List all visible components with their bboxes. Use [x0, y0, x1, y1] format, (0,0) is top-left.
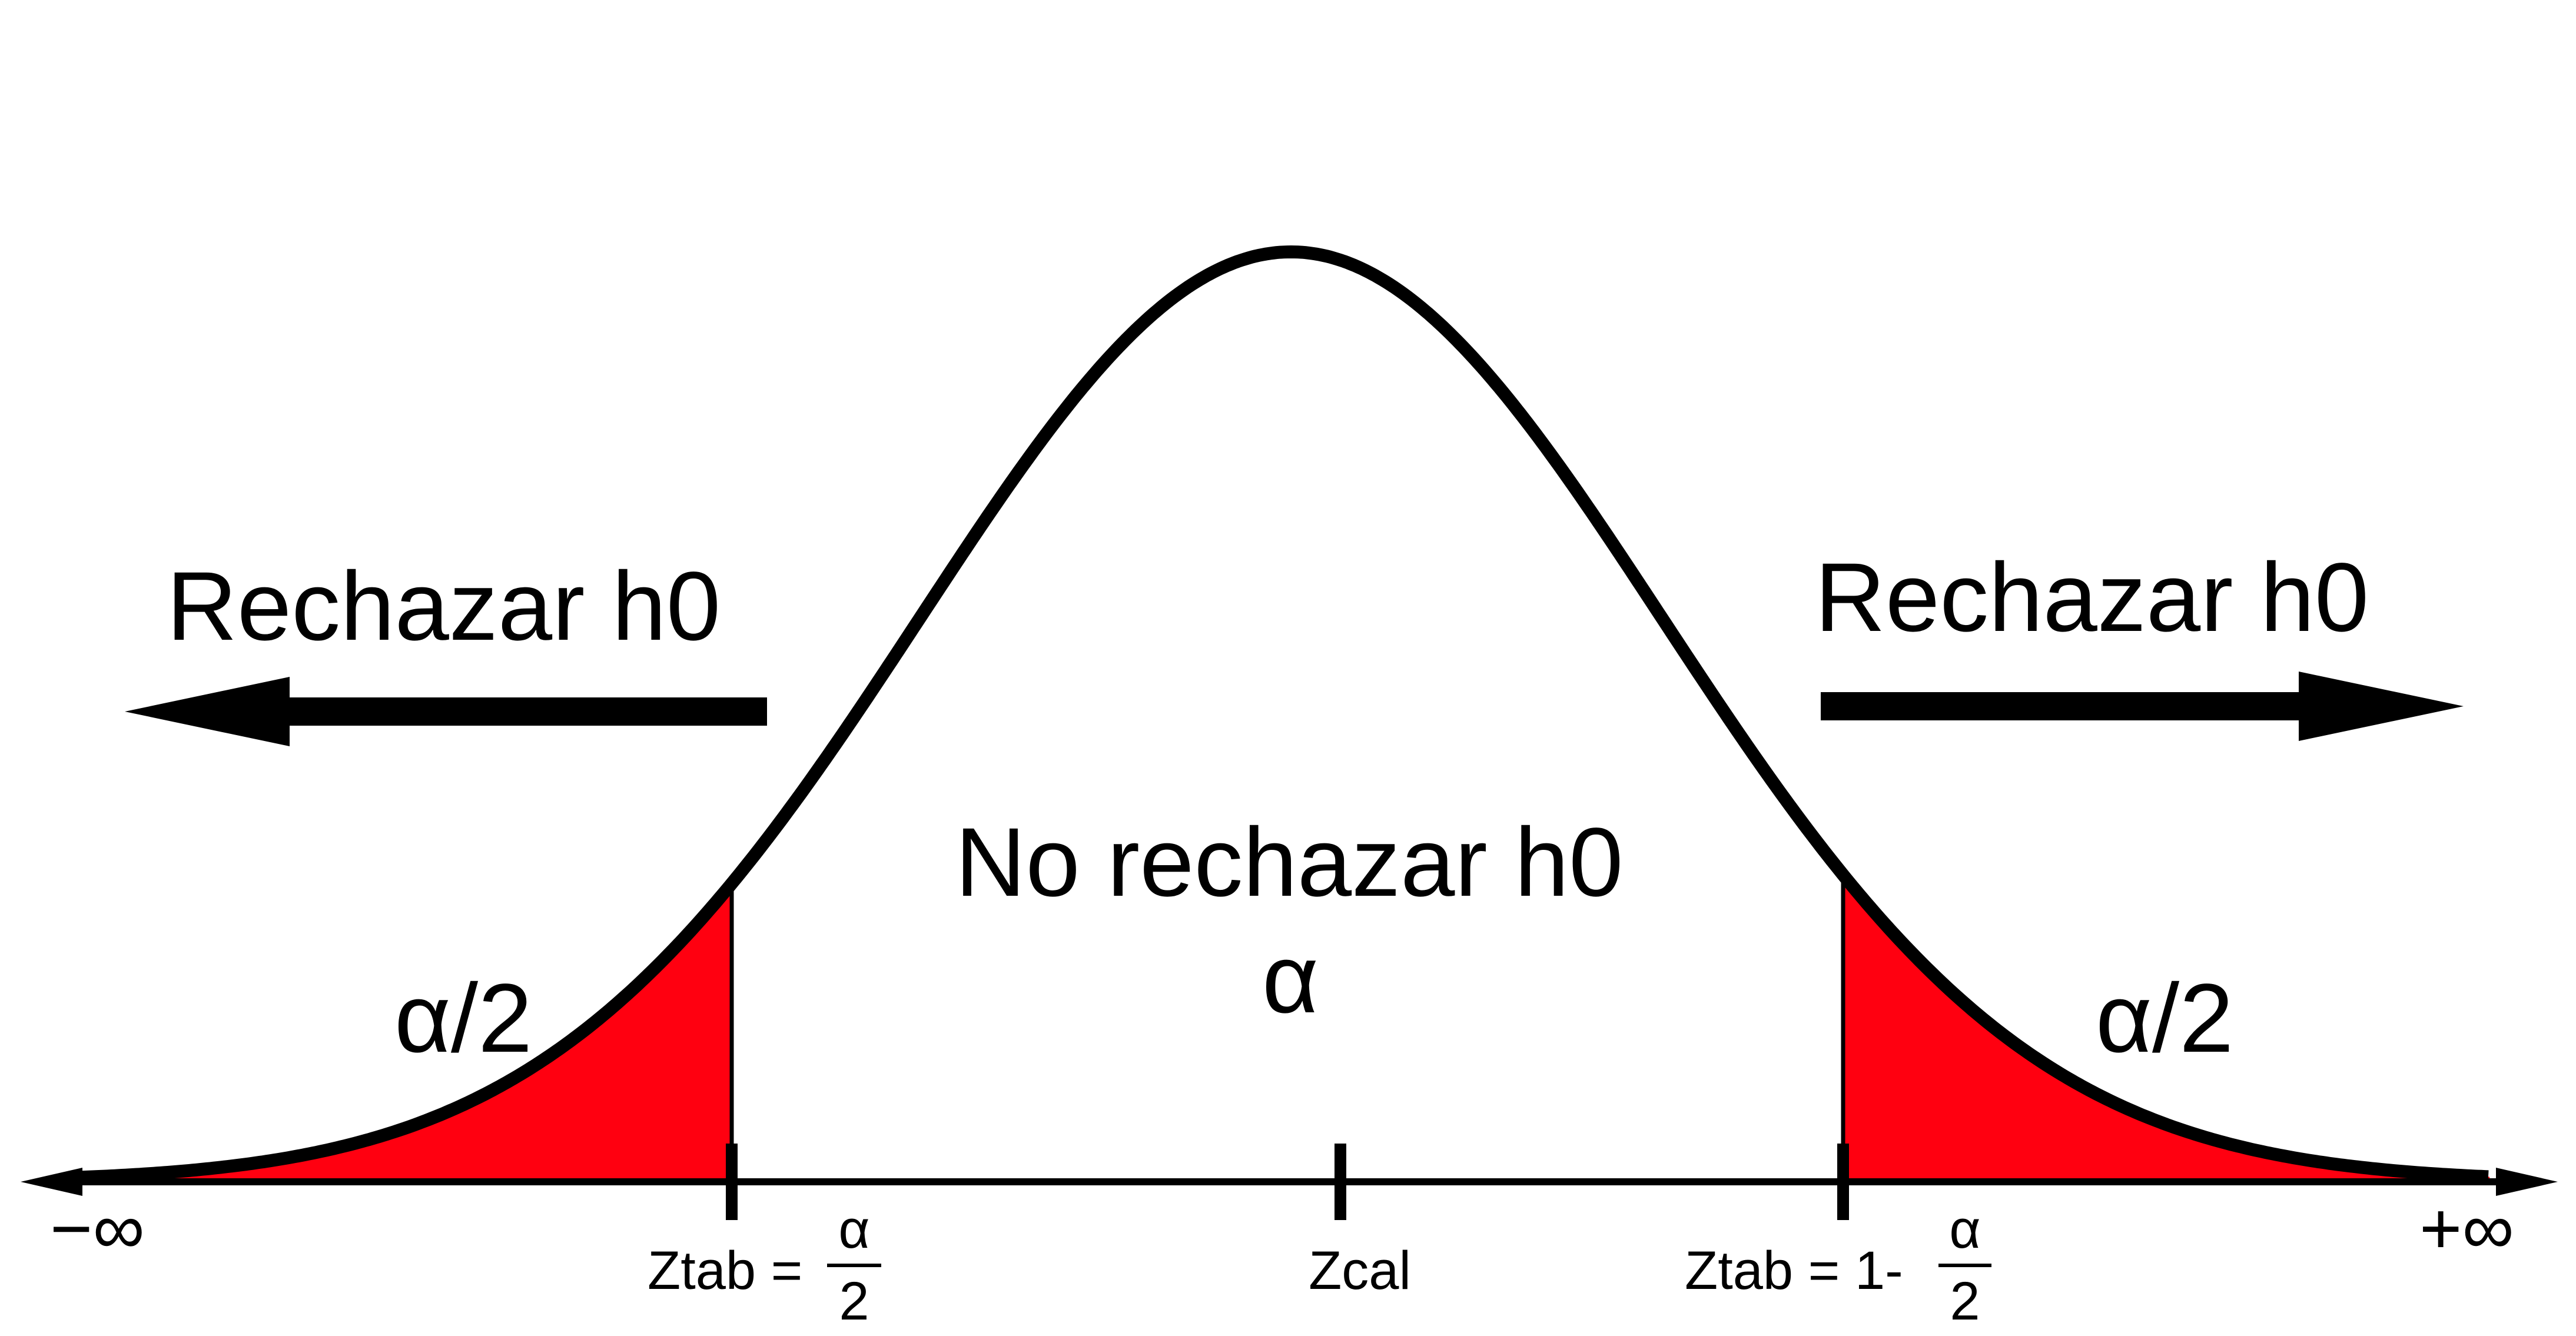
- ztab-left-formula: Ztab = α 2: [648, 1199, 881, 1331]
- axis-right-arrowhead: [2496, 1168, 2558, 1196]
- axis-left-arrowhead: [21, 1168, 82, 1196]
- alpha-half-left-label: α/2: [394, 964, 532, 1073]
- alpha-center-label: α: [1262, 925, 1319, 1033]
- svg-text:α: α: [838, 1199, 869, 1259]
- svg-text:Ztab =: Ztab =: [648, 1241, 802, 1301]
- zcal-label: Zcal: [1309, 1241, 1411, 1301]
- normal-curve: [77, 245, 2491, 1184]
- no-reject-h0-label: No rechazar h0: [955, 808, 1624, 917]
- tick-ztab-left: [726, 1144, 738, 1220]
- left-reject-arrow: [125, 677, 767, 746]
- right-reject-arrow: [1821, 672, 2464, 741]
- svg-text:Ztab = 1-: Ztab = 1-: [1685, 1241, 1903, 1301]
- reject-h0-right-label: Rechazar h0: [1815, 543, 2369, 652]
- alpha-half-right-label: α/2: [2096, 964, 2233, 1073]
- reject-h0-left-label: Rechazar h0: [167, 552, 721, 661]
- tick-ztab-right: [1837, 1144, 1849, 1220]
- svg-text:2: 2: [839, 1271, 869, 1331]
- left-rejection-area: [79, 883, 732, 1182]
- right-rejection-area: [1843, 875, 2490, 1182]
- svg-text:α: α: [1949, 1199, 1980, 1259]
- ztab-right-formula: Ztab = 1- α 2: [1685, 1199, 1991, 1331]
- pos-infinity-label: +∞: [2419, 1188, 2514, 1269]
- svg-text:2: 2: [1950, 1271, 1980, 1331]
- tick-zcal: [1335, 1144, 1346, 1220]
- neg-infinity-label: −∞: [50, 1188, 145, 1269]
